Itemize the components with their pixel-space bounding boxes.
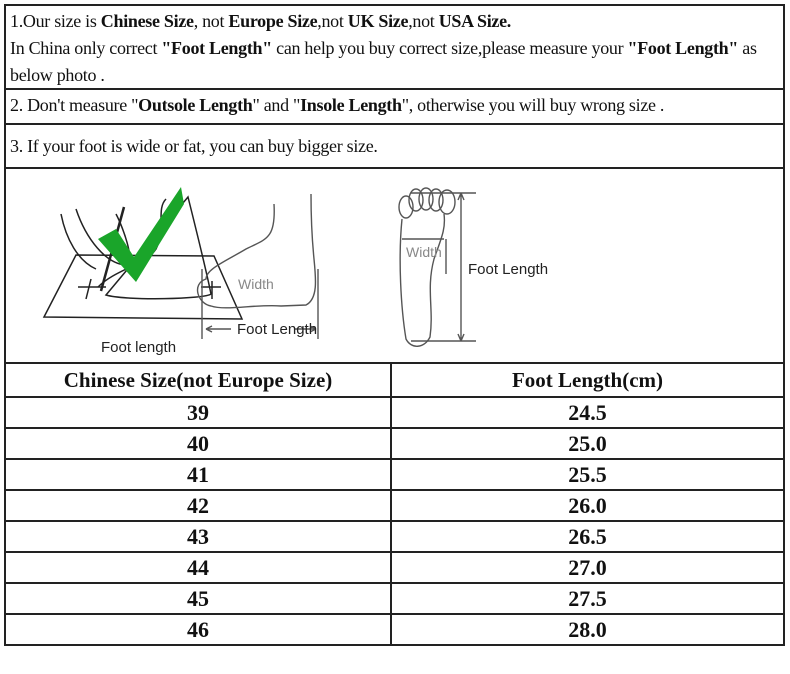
bold-text: Outsole Length bbox=[138, 95, 253, 115]
size-table: Chinese Size(not Europe Size) Foot Lengt… bbox=[4, 362, 785, 646]
bold-text: "Foot Length" bbox=[627, 38, 739, 58]
text: ,not bbox=[317, 11, 348, 31]
pic3-length-label: Foot Length bbox=[468, 261, 548, 278]
size-cell: 41 bbox=[4, 458, 392, 491]
foot-side-illustration bbox=[196, 193, 319, 339]
size-cell: 40 bbox=[4, 427, 392, 460]
bold-text: Europe Size bbox=[228, 11, 318, 31]
table-row: 43 26.5 bbox=[4, 520, 785, 553]
size-cell: 42 bbox=[4, 489, 392, 522]
text: can help you buy correct size,please mea… bbox=[271, 38, 628, 58]
text: , not bbox=[193, 11, 229, 31]
table-row: 44 27.0 bbox=[4, 551, 785, 584]
table-row: 41 25.5 bbox=[4, 458, 785, 491]
text: ", otherwise you will buy wrong size . bbox=[401, 95, 665, 115]
size-cell: 46 bbox=[4, 613, 392, 646]
text: 1.Our size is bbox=[10, 11, 101, 31]
length-cell: 27.5 bbox=[390, 582, 785, 615]
size-cell: 44 bbox=[4, 551, 392, 584]
size-cell: 43 bbox=[4, 520, 392, 553]
foot-sole-illustration bbox=[398, 187, 476, 347]
table-row: 39 24.5 bbox=[4, 396, 785, 429]
table-row: 42 26.0 bbox=[4, 489, 785, 522]
note-1-line: 1.Our size is Chinese Size, not Europe S… bbox=[10, 8, 779, 35]
note-chinese-size: 1.Our size is Chinese Size, not Europe S… bbox=[4, 4, 785, 90]
pic2-width-label: Width bbox=[238, 276, 274, 292]
note-1-detail: In China only correct "Foot Length" can … bbox=[10, 35, 779, 89]
bold-text: "Foot Length" bbox=[161, 38, 272, 58]
pic1-label: Foot length bbox=[101, 339, 176, 356]
size-cell: 45 bbox=[4, 582, 392, 615]
note-wide-foot: 3. If your foot is wide or fat, you can … bbox=[4, 123, 785, 169]
bold-text: USA Size. bbox=[438, 11, 512, 31]
length-cell: 24.5 bbox=[390, 396, 785, 429]
pic2-length-label: Foot Length bbox=[237, 321, 317, 338]
length-cell: 26.0 bbox=[390, 489, 785, 522]
bold-text: Insole Length bbox=[300, 95, 402, 115]
green-check-icon bbox=[98, 187, 184, 282]
text: 2. Don't measure " bbox=[10, 95, 139, 115]
illustrations-svg: Foot length Width Foot Length Width Foot… bbox=[42, 187, 548, 356]
text: In China only correct bbox=[10, 38, 162, 58]
length-cell: 25.0 bbox=[390, 427, 785, 460]
header-foot-length: Foot Length(cm) bbox=[390, 362, 785, 398]
table-row: 40 25.0 bbox=[4, 427, 785, 460]
bold-text: Chinese Size bbox=[100, 11, 194, 31]
text: " and " bbox=[252, 95, 301, 115]
text: ,not bbox=[408, 11, 439, 31]
pic3-width-label: Width bbox=[406, 244, 442, 260]
table-row: 45 27.5 bbox=[4, 582, 785, 615]
table-header-row: Chinese Size(not Europe Size) Foot Lengt… bbox=[4, 362, 785, 398]
measurement-illustrations: Foot length Width Foot Length Width Foot… bbox=[4, 167, 785, 364]
table-row: 46 28.0 bbox=[4, 613, 785, 646]
bold-text: UK Size bbox=[347, 11, 409, 31]
text: as below photo . bbox=[10, 38, 757, 85]
size-cell: 39 bbox=[4, 396, 392, 429]
header-chinese-size: Chinese Size(not Europe Size) bbox=[4, 362, 392, 398]
length-cell: 25.5 bbox=[390, 458, 785, 491]
length-cell: 28.0 bbox=[390, 613, 785, 646]
length-cell: 27.0 bbox=[390, 551, 785, 584]
length-cell: 26.5 bbox=[390, 520, 785, 553]
note-dont-measure: 2. Don't measure "Outsole Length" and "I… bbox=[4, 88, 785, 125]
